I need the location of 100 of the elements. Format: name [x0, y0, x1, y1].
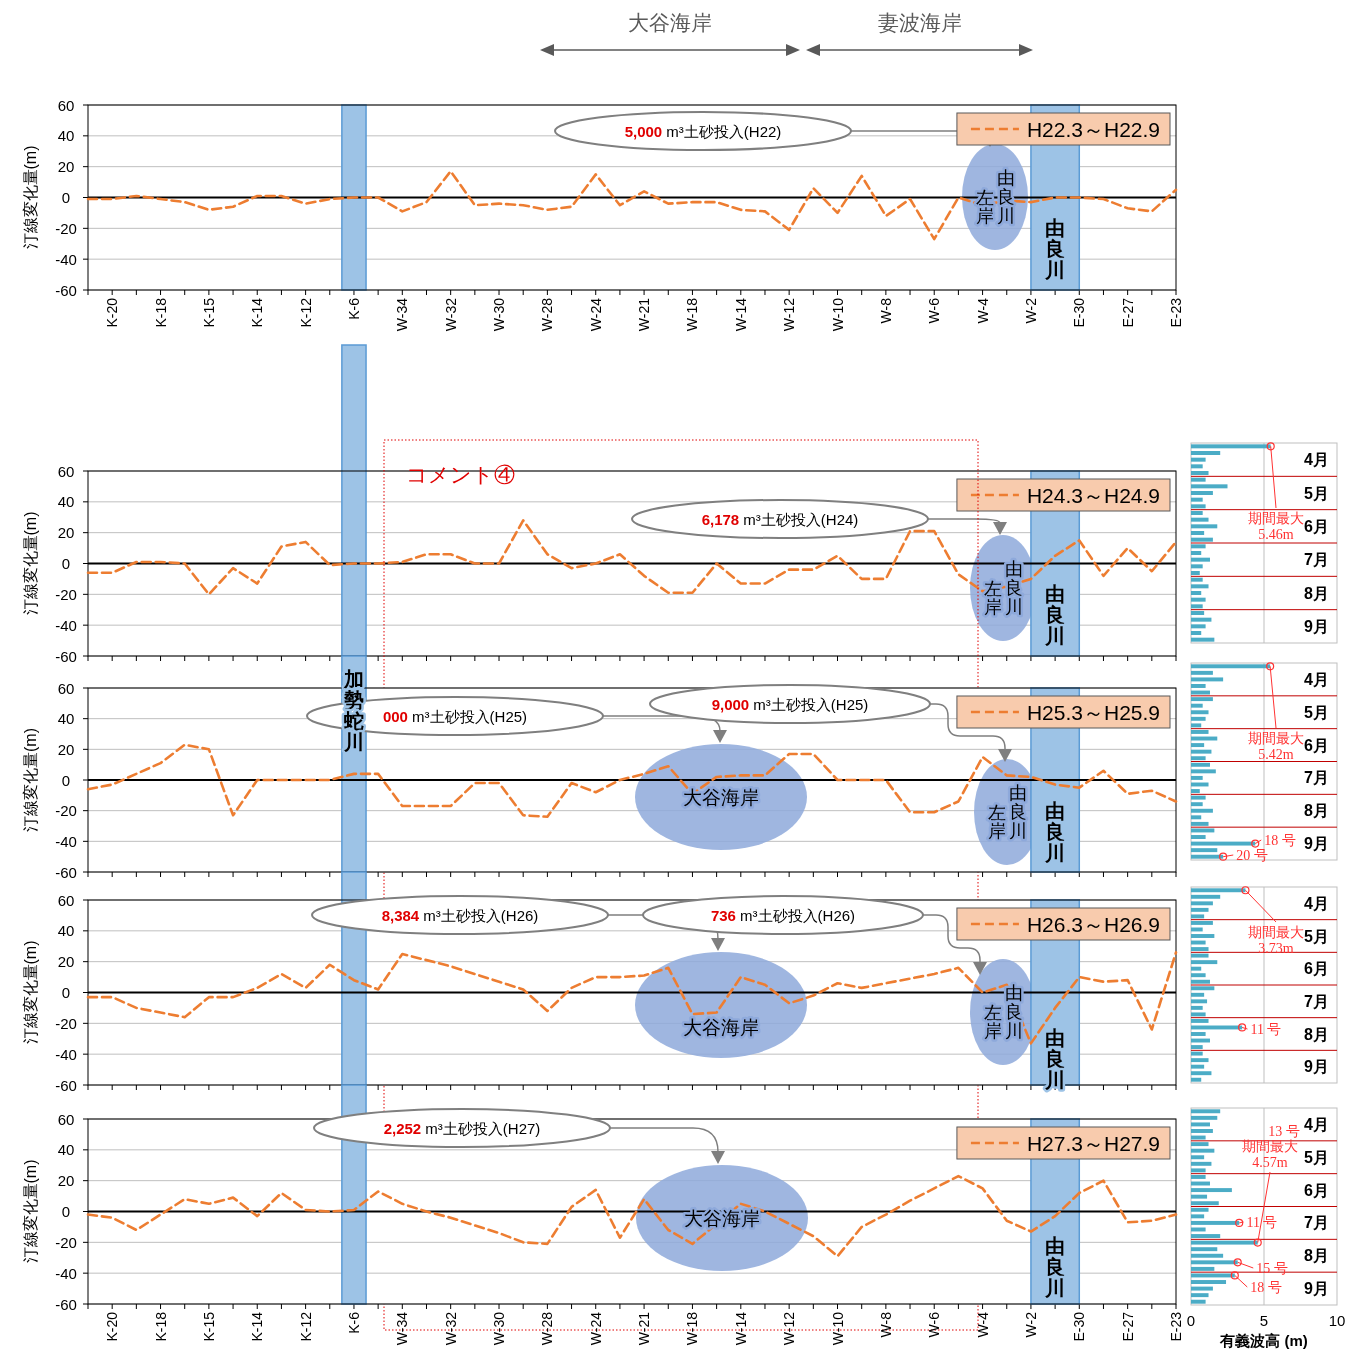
x-tick-label: W-2 — [1022, 297, 1039, 324]
y-tick-label: 20 — [57, 524, 75, 542]
annotation: 大谷海岸 — [684, 1207, 760, 1229]
x-tick-label: K-14 — [249, 1311, 266, 1342]
annotation: 20 号 — [1236, 847, 1268, 863]
annotation: 期間最大 5.46m — [1248, 510, 1304, 542]
y-tick-label: 20 — [57, 953, 75, 971]
y-tick-label: 6月 — [1304, 517, 1329, 535]
x-tick-label: K-18 — [152, 297, 169, 328]
text: 由良川 — [1045, 799, 1066, 864]
y-tick-label: 40 — [57, 710, 75, 728]
legend-label: H24.3～H24.9 — [1026, 483, 1160, 507]
x-tick-label: W-2 — [1022, 1311, 1039, 1338]
band-label: 由良川 — [1044, 217, 1066, 282]
x-tick-label: W-34 — [394, 1311, 411, 1346]
legend-label: H27.3～H27.9 — [1026, 1131, 1160, 1155]
y-tick-label: -40 — [55, 250, 77, 268]
legend-label: H26.3～H26.9 — [1026, 912, 1160, 936]
x-tick-label: W-18 — [684, 297, 701, 332]
x-tick-label: W-24 — [587, 1311, 604, 1346]
annotation: 11 号 — [1246, 1214, 1278, 1230]
x-tick-label: W-8 — [877, 1311, 894, 1338]
y-tick-label: 9月 — [1304, 1280, 1329, 1298]
x-tick-label: K-20 — [104, 297, 121, 328]
y-tick-label: 8月 — [1304, 584, 1329, 602]
band-label: 由良川 — [1044, 1235, 1066, 1299]
x-tick-label: W-10 — [829, 1311, 846, 1346]
y-tick-label: -20 — [55, 1233, 77, 1251]
x-tick-label: W-6 — [926, 1311, 943, 1338]
annotation: 大谷海岸 — [683, 1016, 759, 1038]
y-tick-label: 4月 — [1304, 1115, 1329, 1133]
y-tick-label: 20 — [57, 158, 75, 176]
y-tick-label: 60 — [57, 1110, 75, 1128]
x-tick-label: K-18 — [152, 1311, 169, 1342]
y-tick-label: 8月 — [1304, 1247, 1329, 1265]
y-tick-label: 5月 — [1304, 703, 1329, 721]
y-tick-label: 40 — [57, 1141, 75, 1159]
y-tick-label: 8月 — [1304, 1025, 1329, 1043]
x-tick-label: E-23 — [1168, 1311, 1184, 1342]
x-tick-label: W-28 — [539, 1311, 556, 1346]
y-tick-label: -60 — [55, 647, 77, 665]
annotation: 000 m³土砂投入(H25) — [382, 707, 528, 725]
annotation: 11 号 — [1250, 1021, 1282, 1037]
x-tick-label: W-28 — [539, 297, 556, 332]
x-tick-label: 0 — [1186, 1311, 1196, 1329]
y-tick-label: -60 — [55, 1076, 77, 1094]
x-tick-label: K-6 — [345, 1311, 362, 1334]
x-tick-label: E-30 — [1071, 297, 1088, 328]
annotation: 大谷海岸 — [683, 786, 759, 808]
y-tick-label: -40 — [55, 1264, 77, 1282]
y-axis-title: 汀線変化量(m) — [21, 728, 39, 832]
y-tick-label: -40 — [55, 1045, 77, 1063]
x-tick-label: W-6 — [926, 297, 943, 324]
y-tick-label: 9月 — [1304, 617, 1329, 635]
y-tick-label: 0 — [61, 984, 71, 1001]
x-tick-label: W-4 — [974, 297, 991, 324]
x-tick-label: E-27 — [1119, 297, 1136, 328]
x-tick-label: W-30 — [491, 1311, 508, 1346]
y-tick-label: 7月 — [1304, 551, 1329, 569]
y-tick-label: 4月 — [1304, 894, 1329, 912]
x-tick-label: K-14 — [249, 297, 266, 328]
text: 妻波海岸 — [877, 10, 962, 34]
y-tick-label: -20 — [55, 585, 77, 603]
x-tick-label: W-4 — [974, 1311, 991, 1338]
annotation: 15 号 — [1256, 1260, 1288, 1276]
y-tick-label: -60 — [55, 1295, 77, 1313]
y-tick-label: 6月 — [1304, 960, 1329, 978]
text: 左岸 — [987, 802, 1006, 842]
y-tick-label: 40 — [57, 493, 75, 511]
x-tick-label: W-21 — [636, 1311, 653, 1346]
y-tick-label: 5月 — [1304, 1148, 1329, 1166]
y-tick-label: 0 — [61, 189, 71, 206]
x-tick-label: W-34 — [394, 297, 411, 332]
x-tick-label: K-15 — [200, 297, 217, 328]
y-tick-label: -40 — [55, 616, 77, 634]
y-axis-title: 汀線変化量(m) — [21, 511, 39, 616]
annotation: 期間最大 5.42m — [1248, 730, 1304, 762]
y-tick-label: 7月 — [1304, 1214, 1329, 1232]
x-tick-label: W-14 — [732, 297, 749, 332]
annotation: 13 号 — [1268, 1123, 1300, 1139]
band-label: 加勢蛇川 — [342, 667, 364, 753]
annotation: 8,384 m³土砂投入(H26) — [381, 906, 539, 924]
annotation: 9,000 m³土砂投入(H25) — [711, 695, 869, 713]
x-tick-label: K-12 — [297, 1311, 314, 1342]
x-tick-label: W-30 — [491, 297, 508, 332]
y-tick-label: 60 — [57, 891, 75, 909]
x-tick-label: E-30 — [1071, 1311, 1088, 1342]
y-tick-label: 9月 — [1304, 1058, 1329, 1076]
text: 大谷海岸 — [628, 10, 712, 34]
y-axis-title: 汀線変化量(m) — [21, 940, 39, 1045]
x-tick-label: W-14 — [732, 1311, 749, 1346]
x-tick-label: K-20 — [104, 1311, 121, 1342]
y-tick-label: 6月 — [1304, 1181, 1329, 1199]
x-tick-label: W-18 — [684, 1311, 701, 1346]
y-tick-label: -20 — [55, 219, 77, 237]
x-tick-label: W-32 — [442, 297, 459, 332]
y-tick-label: 7月 — [1304, 769, 1329, 787]
x-tick-label: E-27 — [1119, 1311, 1136, 1342]
y-tick-label: 8月 — [1304, 802, 1329, 820]
y-tick-label: 60 — [57, 462, 75, 480]
